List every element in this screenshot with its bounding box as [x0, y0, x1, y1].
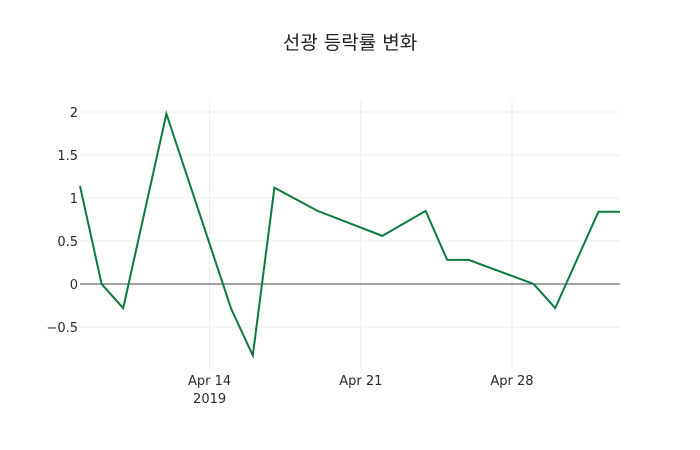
x-axis-ticks: Apr 14 2019 Apr 21 Apr 28: [188, 374, 534, 407]
data-series: [79, 110, 620, 359]
chart-title: 선광 등락률 변화: [282, 32, 418, 54]
x-tick-label: Apr 21: [339, 374, 382, 389]
y-tick-label: 1.5: [57, 149, 78, 164]
x-tick-label: Apr 28: [490, 374, 533, 389]
y-tick-label: 2: [70, 106, 78, 121]
y-tick-label: 1: [70, 192, 78, 207]
y-tick-label: −0.5: [46, 321, 78, 336]
grid-lines: [80, 100, 620, 370]
y-tick-label: 0: [70, 278, 78, 293]
series-line: [79, 110, 620, 359]
y-tick-label: 0.5: [57, 235, 78, 250]
x-tick-label: Apr 14: [188, 374, 231, 389]
y-axis-ticks: −0.5 0 0.5 1 1.5 2: [46, 106, 78, 336]
x-tick-year-label: 2019: [193, 392, 226, 407]
